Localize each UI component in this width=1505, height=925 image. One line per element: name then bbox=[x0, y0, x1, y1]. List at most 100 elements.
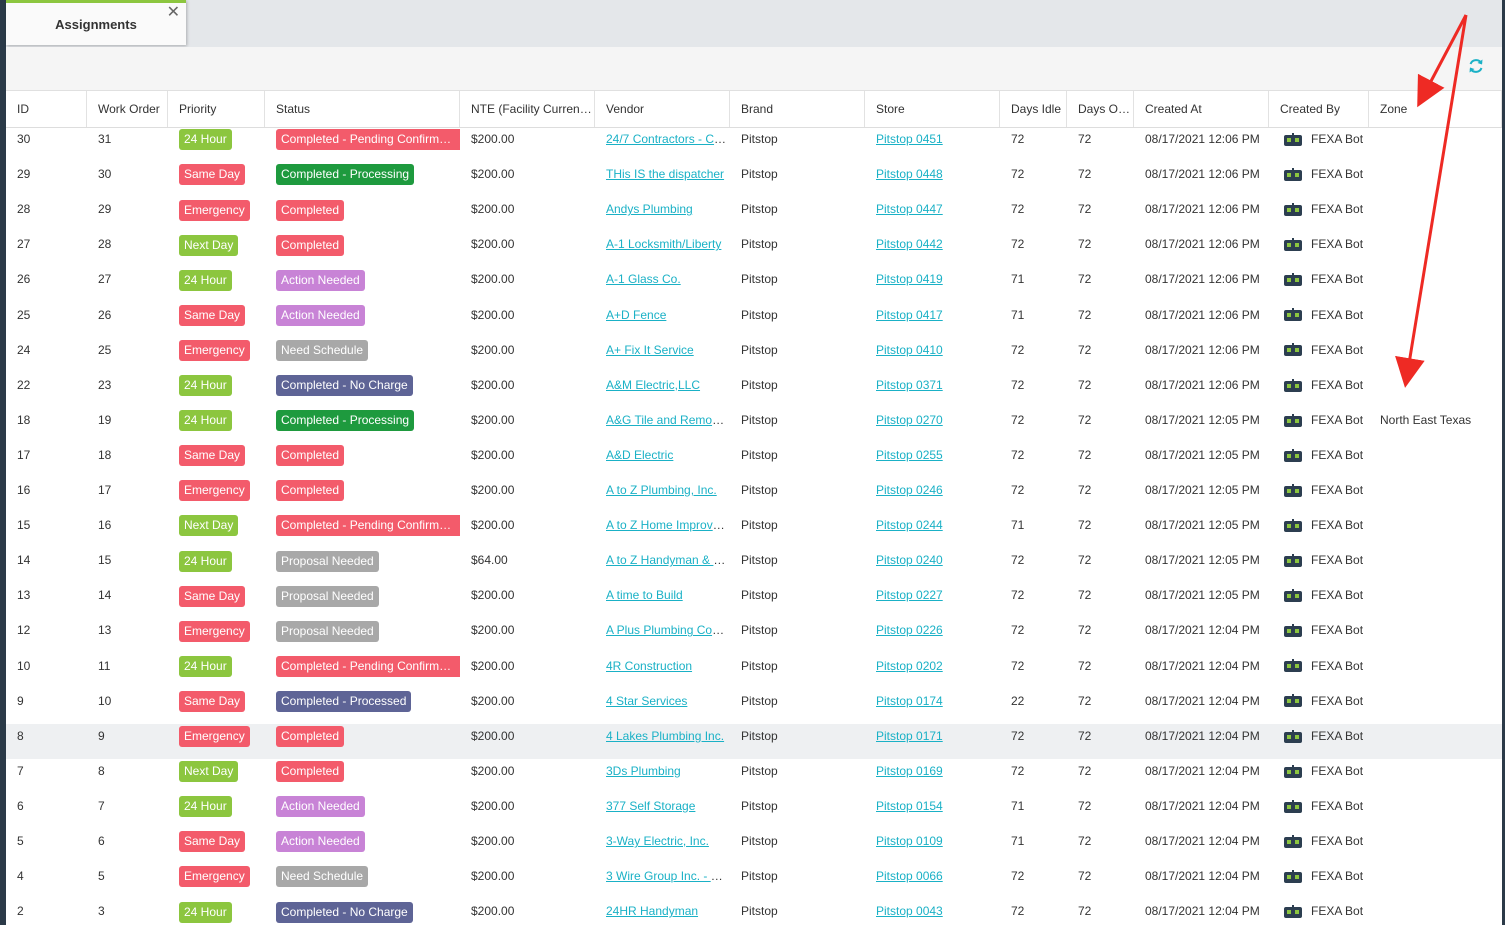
store-link[interactable]: Pitstop 0447 bbox=[876, 202, 943, 217]
store-link[interactable]: Pitstop 0442 bbox=[876, 237, 943, 252]
store-link[interactable]: Pitstop 0451 bbox=[876, 132, 943, 146]
column-header-created-at[interactable]: Created At bbox=[1134, 91, 1269, 127]
vendor-link[interactable]: 24HR Handyman bbox=[606, 904, 699, 919]
robot-icon bbox=[1284, 659, 1302, 673]
vendor-link[interactable]: A to Z Plumbing, Inc. bbox=[606, 483, 717, 497]
table-row[interactable]: 5 6 Same Day Action Needed $200.00 3-Way Elec… bbox=[6, 829, 1502, 864]
cell-nte: $200.00 bbox=[471, 237, 515, 252]
vendor-link[interactable]: 3-Way Electric, Inc. bbox=[606, 834, 709, 848]
store-link[interactable]: Pitstop 0255 bbox=[876, 447, 943, 462]
table-row[interactable]: 6 7 24 Hour Action Needed $200.00 377 Self St… bbox=[6, 794, 1502, 829]
store-link[interactable]: Pitstop 0244 bbox=[876, 518, 943, 533]
store-link[interactable]: Pitstop 0171 bbox=[876, 728, 943, 743]
vendor-link[interactable]: A&G Tile and Remodeling bbox=[606, 412, 730, 427]
cell-id: 12 bbox=[17, 623, 31, 638]
vendor-link[interactable]: A Plus Plumbing Company bbox=[606, 623, 730, 638]
column-header-days-idle[interactable]: Days Idle bbox=[1000, 91, 1067, 127]
store-link[interactable]: Pitstop 0240 bbox=[876, 553, 943, 568]
cell-id: 4 bbox=[17, 869, 24, 884]
vendor-link[interactable]: THis IS the dispatcher bbox=[606, 167, 725, 182]
table-row[interactable]: 16 17 Emergency Completed $200.00 A to Z Plum… bbox=[6, 478, 1502, 513]
column-header-nte[interactable]: NTE (Facility Currency) bbox=[460, 91, 595, 127]
vendor-link[interactable]: 4R Construction bbox=[606, 658, 693, 673]
table-row[interactable]: 25 26 Same Day Action Needed $200.00 A+D Fenc… bbox=[6, 303, 1502, 338]
column-header-days-open[interactable]: Days Open bbox=[1067, 91, 1134, 127]
vendor-link[interactable]: A to Z Home Improvement bbox=[606, 518, 730, 533]
store-link[interactable]: Pitstop 0066 bbox=[876, 869, 943, 884]
vendor-link[interactable]: 4 Star Services bbox=[606, 693, 688, 708]
cell-created-by: FEXA Bot bbox=[1269, 689, 1369, 714]
robot-icon bbox=[1284, 413, 1302, 427]
table-row[interactable]: 17 18 Same Day Completed $200.00 A&D Electric… bbox=[6, 443, 1502, 478]
table-row[interactable]: 14 15 24 Hour Proposal Needed $64.00 A to Z H… bbox=[6, 548, 1502, 583]
cell-zone bbox=[1369, 583, 1502, 608]
store-link[interactable]: Pitstop 0174 bbox=[876, 693, 943, 708]
column-header-zone[interactable]: Zone bbox=[1369, 91, 1502, 127]
store-link[interactable]: Pitstop 0419 bbox=[876, 272, 943, 287]
vendor-link[interactable]: A+D Fence bbox=[606, 307, 667, 322]
vendor-link[interactable]: 24/7 Contractors - Cabling bbox=[606, 132, 730, 146]
store-link[interactable]: Pitstop 0169 bbox=[876, 763, 943, 778]
vendor-link[interactable]: A&D Electric bbox=[606, 447, 674, 462]
cell-brand: Pitstop bbox=[741, 728, 778, 743]
close-icon[interactable]: ✕ bbox=[166, 4, 180, 21]
store-link[interactable]: Pitstop 0202 bbox=[876, 658, 943, 673]
vendor-link[interactable]: A+ Fix It Service bbox=[606, 342, 694, 357]
cell-created-by: FEXA Bot bbox=[1269, 162, 1369, 187]
column-header-priority[interactable]: Priority bbox=[168, 91, 265, 127]
store-link[interactable]: Pitstop 0410 bbox=[876, 342, 943, 357]
vendor-link[interactable]: A to Z Handyman & Remodeling bbox=[606, 553, 730, 568]
vendor-link[interactable]: 3Ds Plumbing bbox=[606, 763, 681, 778]
table-row[interactable]: 30 31 24 Hour Completed - Pending Confirmat… bbox=[6, 127, 1502, 162]
refresh-icon[interactable] bbox=[1467, 57, 1485, 75]
store-link[interactable]: Pitstop 0226 bbox=[876, 623, 943, 638]
store-link[interactable]: Pitstop 0371 bbox=[876, 377, 943, 392]
store-link[interactable]: Pitstop 0109 bbox=[876, 834, 943, 848]
cell-created-by: FEXA Bot bbox=[1269, 864, 1369, 889]
table-row[interactable]: 4 5 Emergency Need Schedule $200.00 3 Wire Gr… bbox=[6, 864, 1502, 899]
table-row[interactable]: 13 14 Same Day Proposal Needed $200.00 A time… bbox=[6, 583, 1502, 618]
table-row[interactable]: 12 13 Emergency Proposal Needed $200.00 A Plu… bbox=[6, 618, 1502, 653]
table-row[interactable]: 10 11 24 Hour Completed - Pending Confirmat… bbox=[6, 654, 1502, 689]
vendor-link[interactable]: A time to Build bbox=[606, 588, 683, 603]
table-row[interactable]: 27 28 Next Day Completed $200.00 A-1 Locksmit… bbox=[6, 232, 1502, 267]
store-link[interactable]: Pitstop 0043 bbox=[876, 904, 943, 919]
store-link[interactable]: Pitstop 0448 bbox=[876, 167, 943, 182]
table-row[interactable]: 9 10 Same Day Completed - Processed $200.00 4… bbox=[6, 689, 1502, 724]
column-header-work-order[interactable]: Work Order bbox=[87, 91, 168, 127]
column-header-vendor[interactable]: Vendor bbox=[595, 91, 730, 127]
table-row[interactable]: 29 30 Same Day Completed - Processing $200.0… bbox=[6, 162, 1502, 197]
store-link[interactable]: Pitstop 0154 bbox=[876, 798, 943, 813]
vendor-link[interactable]: 3 Wire Group Inc. - Service bbox=[606, 869, 730, 884]
table-row[interactable]: 7 8 Next Day Completed $200.00 3Ds Plumbing Pi… bbox=[6, 759, 1502, 794]
vendor-link[interactable]: A-1 Glass Co. bbox=[606, 272, 681, 287]
table-row[interactable]: 28 29 Emergency Completed $200.00 Andys Plumb… bbox=[6, 197, 1502, 232]
column-header-brand[interactable]: Brand bbox=[730, 91, 865, 127]
table-row[interactable]: 26 27 24 Hour Action Needed $200.00 A-1 Glass… bbox=[6, 267, 1502, 302]
store-link[interactable]: Pitstop 0270 bbox=[876, 412, 943, 427]
robot-icon bbox=[1284, 554, 1302, 568]
vendor-link[interactable]: 377 Self Storage bbox=[606, 798, 696, 813]
table-row[interactable]: 22 23 24 Hour Completed - No Charge $200.00 A… bbox=[6, 373, 1502, 408]
store-link[interactable]: Pitstop 0227 bbox=[876, 588, 943, 603]
column-header-status[interactable]: Status bbox=[265, 91, 460, 127]
cell-vendor: A&M Electric,LLC bbox=[595, 373, 730, 398]
column-header-store[interactable]: Store bbox=[865, 91, 1000, 127]
table-row[interactable]: 8 9 Emergency Completed $200.00 4 Lakes Plumb… bbox=[6, 723, 1502, 759]
vendor-link[interactable]: A-1 Locksmith/Liberty bbox=[606, 237, 722, 252]
cell-days-idle: 72 bbox=[1011, 588, 1025, 603]
table-row[interactable]: 2 3 24 Hour Completed - No Charge $200.00 24H… bbox=[6, 899, 1502, 925]
column-header-id[interactable]: ID bbox=[6, 91, 87, 127]
store-link[interactable]: Pitstop 0417 bbox=[876, 307, 943, 322]
column-header-created-by[interactable]: Created By bbox=[1269, 91, 1369, 127]
store-link[interactable]: Pitstop 0246 bbox=[876, 483, 943, 497]
cell-days-open: 72 bbox=[1078, 447, 1092, 462]
tab-assignments[interactable]: Assignments ✕ bbox=[6, 0, 186, 45]
cell-vendor: 4 Lakes Plumbing Inc. bbox=[595, 724, 730, 749]
vendor-link[interactable]: Andys Plumbing bbox=[606, 202, 693, 217]
table-row[interactable]: 24 25 Emergency Need Schedule $200.00 A+ Fix … bbox=[6, 338, 1502, 373]
vendor-link[interactable]: A&M Electric,LLC bbox=[606, 377, 701, 392]
table-row[interactable]: 15 16 Next Day Completed - Pending Confirma… bbox=[6, 513, 1502, 548]
vendor-link[interactable]: 4 Lakes Plumbing Inc. bbox=[606, 728, 725, 743]
table-row[interactable]: 18 19 24 Hour Completed - Processing $200.00… bbox=[6, 408, 1502, 443]
